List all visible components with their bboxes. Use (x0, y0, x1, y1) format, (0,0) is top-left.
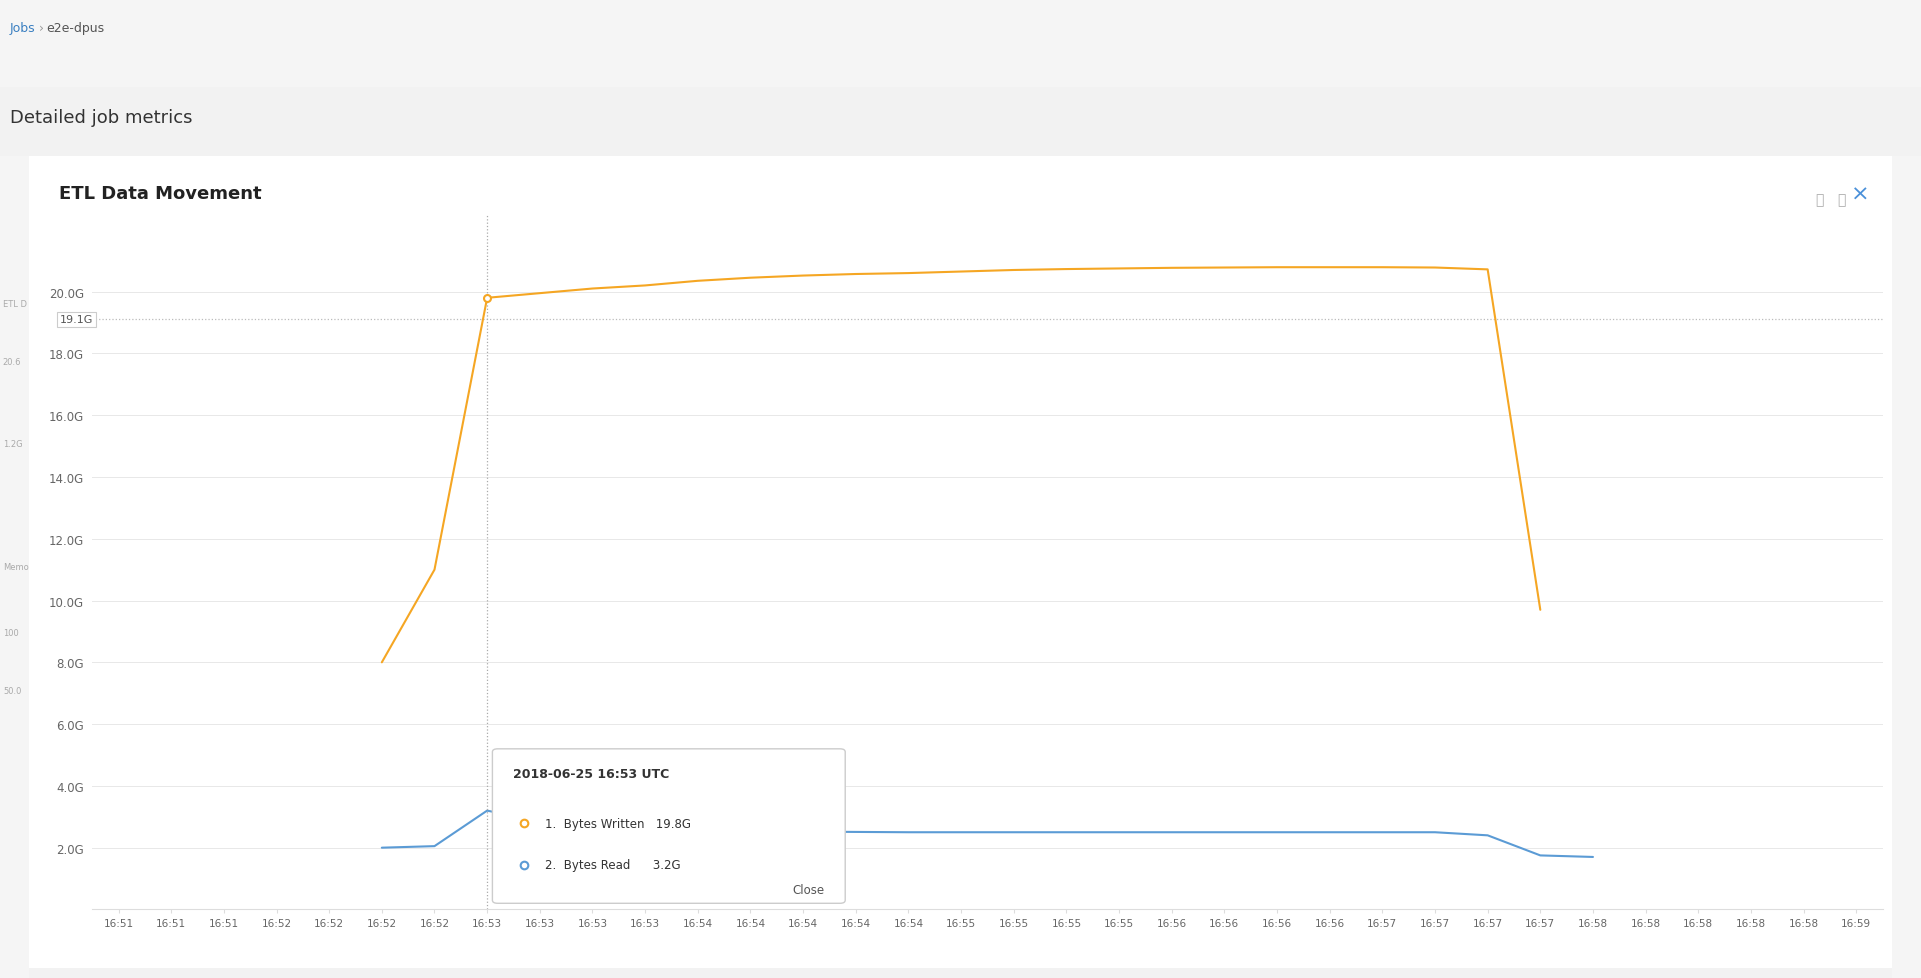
FancyBboxPatch shape (492, 749, 845, 904)
Text: ETL D: ETL D (4, 300, 27, 309)
Text: ⦾: ⦾ (1815, 193, 1823, 207)
Text: 2018-06-25 16:53 UTC: 2018-06-25 16:53 UTC (513, 768, 670, 780)
Text: 20.6: 20.6 (4, 357, 21, 367)
Text: 50.0: 50.0 (4, 686, 21, 695)
Text: Memo: Memo (4, 562, 29, 572)
Text: 1.2G: 1.2G (4, 439, 23, 449)
Text: ETL Data Movement: ETL Data Movement (60, 185, 261, 202)
Text: ×: × (1852, 185, 1869, 204)
Text: 1.  Bytes Written   19.8G: 1. Bytes Written 19.8G (546, 817, 692, 829)
Text: 19.1G: 19.1G (60, 315, 92, 325)
Text: Close: Close (791, 883, 824, 896)
Text: ⦾: ⦾ (1836, 193, 1846, 207)
Text: 2.  Bytes Read      3.2G: 2. Bytes Read 3.2G (546, 859, 680, 871)
Text: 100: 100 (4, 629, 19, 638)
Text: Detailed job metrics: Detailed job metrics (10, 109, 192, 126)
Text: e2e-dpus: e2e-dpus (46, 22, 104, 35)
Text: Jobs: Jobs (10, 22, 35, 35)
Text: ›: › (35, 22, 48, 35)
